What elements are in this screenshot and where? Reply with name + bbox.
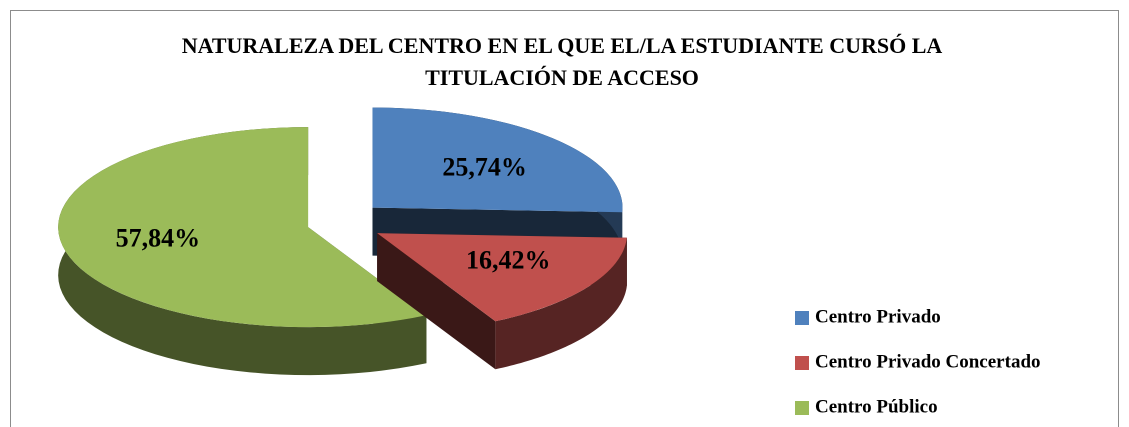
legend-swatch	[795, 311, 809, 325]
data-label: 25,74%	[442, 153, 527, 182]
slice-top	[372, 107, 623, 213]
slice-top	[58, 127, 427, 328]
legend-swatch	[795, 401, 809, 415]
slice-wall	[377, 233, 496, 370]
slice-top	[377, 233, 627, 322]
legend-label: Centro Público	[815, 396, 938, 417]
chart-title: TITULACIÓN DE ACCESO	[425, 65, 699, 90]
slice-side	[495, 237, 627, 370]
data-label: 57,84%	[116, 223, 201, 252]
chart-title: NATURALEZA DEL CENTRO EN EL QUE EL/LA ES…	[182, 33, 943, 58]
legend-label: Centro Privado Concertado	[815, 351, 1041, 372]
pie-slice: 16,42%	[377, 233, 627, 370]
pie-slice: 57,84%	[58, 127, 427, 376]
legend-label: Centro Privado	[815, 306, 941, 327]
legend-swatch	[795, 356, 809, 370]
data-label: 16,42%	[466, 245, 551, 274]
